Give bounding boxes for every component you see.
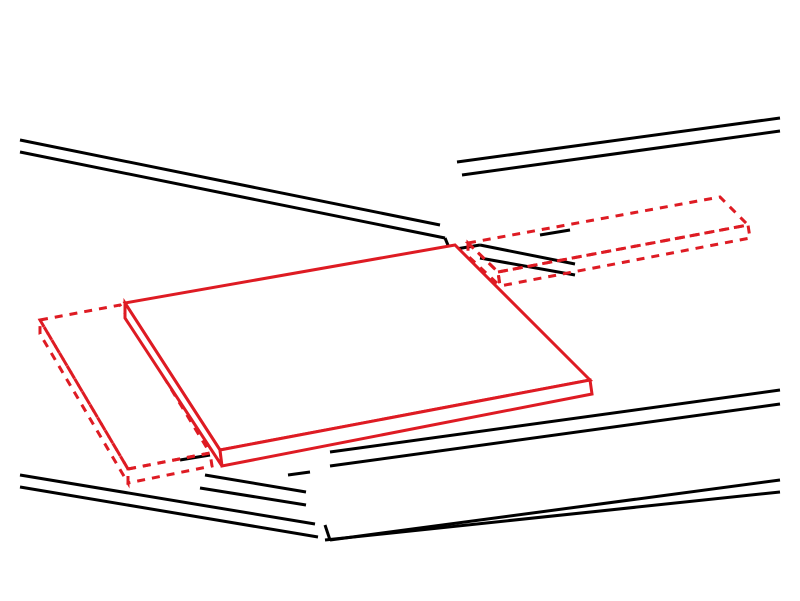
dashed-slab-face (468, 197, 748, 272)
structure-line (20, 152, 445, 238)
structure-line (288, 472, 310, 475)
diagram-canvas (0, 0, 800, 601)
structure-line (462, 131, 780, 175)
structure-line (20, 140, 440, 225)
structure-line (180, 455, 210, 460)
structure-line (205, 475, 306, 492)
structure-line (540, 230, 570, 235)
structure-line (457, 118, 780, 162)
structure-line (325, 492, 780, 540)
structure-line (20, 487, 318, 537)
structure-line (325, 525, 330, 540)
